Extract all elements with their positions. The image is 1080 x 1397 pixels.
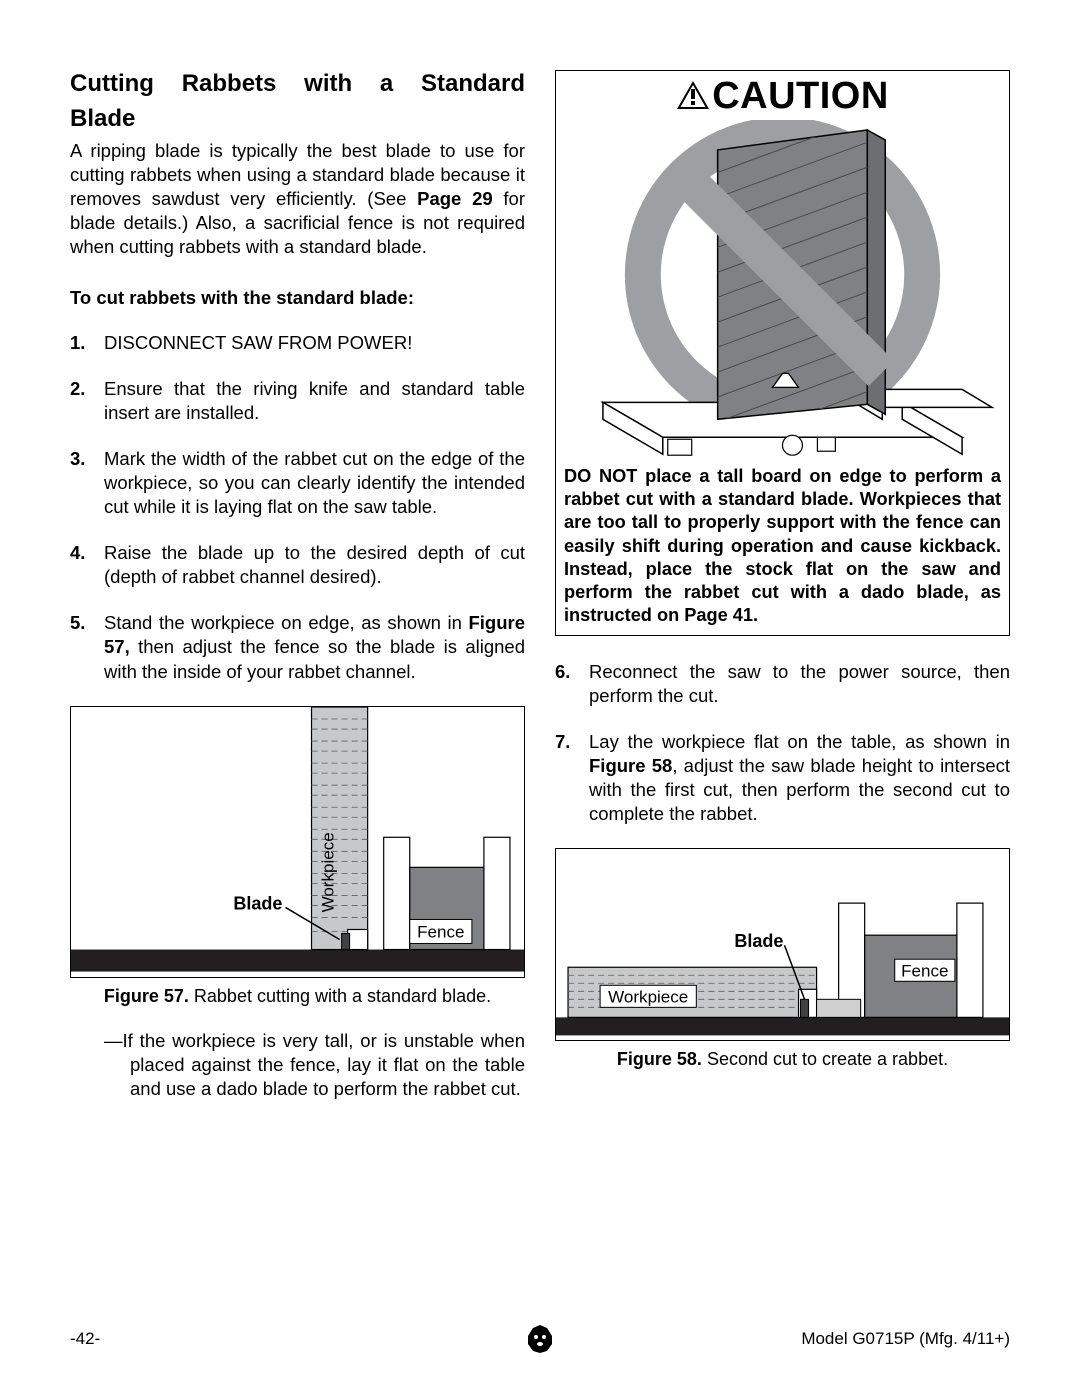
step-1: DISCONNECT SAW FROM POWER! <box>70 331 525 355</box>
fig58-caption-rest: Second cut to create a rabbet. <box>702 1049 948 1069</box>
left-column: Cutting Rabbets with a Standard Blade A … <box>70 70 525 1123</box>
brand-logo-icon <box>525 1324 555 1354</box>
page-footer: -42- Model G0715P (Mfg. 4/11+) <box>70 1329 1010 1349</box>
step-5-note: —If the workpiece is very tall, or is un… <box>70 1029 525 1101</box>
svg-text:Workpiece: Workpiece <box>319 832 338 912</box>
step-2: Ensure that the riving knife and standar… <box>70 377 525 425</box>
step-5: Stand the workpiece on edge, as shown in… <box>70 611 525 683</box>
step-7: Lay the workpiece flat on the table, as … <box>555 730 1010 826</box>
svg-text:Fence: Fence <box>417 922 464 941</box>
fig57-caption-bold: Figure 57. <box>104 986 189 1006</box>
section-title-2: Blade <box>70 105 525 133</box>
section-title: Cutting Rabbets with a Standard <box>70 70 525 99</box>
intro-paragraph: A ripping blade is typically the best bl… <box>70 139 525 259</box>
right-column: CAUTION <box>555 70 1010 1123</box>
svg-text:Blade: Blade <box>734 931 783 951</box>
figure-57-svg: Blade Workpiece Fence <box>71 707 524 978</box>
step-6: Reconnect the saw to the power source, t… <box>555 660 1010 708</box>
figure-58-caption: Figure 58. Second cut to create a rabbet… <box>555 1049 1010 1070</box>
intro-bold: Page 29 <box>417 188 493 209</box>
caution-word: CAUTION <box>712 75 889 117</box>
caution-text: DO NOT place a tall board on edge to per… <box>556 465 1009 635</box>
figure-58-svg: Blade Workpiece Fence <box>556 849 1009 1039</box>
steps-list-right: Reconnect the saw to the power source, t… <box>555 660 1010 826</box>
procedure-heading: To cut rabbets with the standard blade: <box>70 287 525 309</box>
svg-text:Workpiece: Workpiece <box>608 988 688 1007</box>
step-4: Raise the blade up to the desired depth … <box>70 541 525 589</box>
page-number: -42- <box>70 1329 100 1349</box>
steps-list-left: DISCONNECT SAW FROM POWER! Ensure that t… <box>70 331 525 684</box>
fig57-caption-rest: Rabbet cutting with a standard blade. <box>189 986 491 1006</box>
figure-57-caption: Figure 57. Rabbet cutting with a standar… <box>70 986 525 1007</box>
svg-text:Blade: Blade <box>233 893 282 913</box>
figure-57: Blade Workpiece Fence <box>70 706 525 979</box>
model-info: Model G0715P (Mfg. 4/11+) <box>801 1329 1010 1349</box>
svg-text:Fence: Fence <box>901 962 948 981</box>
step-3: Mark the width of the rabbet cut on the … <box>70 447 525 519</box>
fig58-caption-bold: Figure 58. <box>617 1049 702 1069</box>
page-content: Cutting Rabbets with a Standard Blade A … <box>70 70 1010 1123</box>
caution-illustration <box>556 118 1009 465</box>
caution-header: CAUTION <box>556 71 1009 118</box>
warning-triangle-icon <box>676 80 710 110</box>
caution-box: CAUTION <box>555 70 1010 636</box>
figure-58: Blade Workpiece Fence <box>555 848 1010 1040</box>
